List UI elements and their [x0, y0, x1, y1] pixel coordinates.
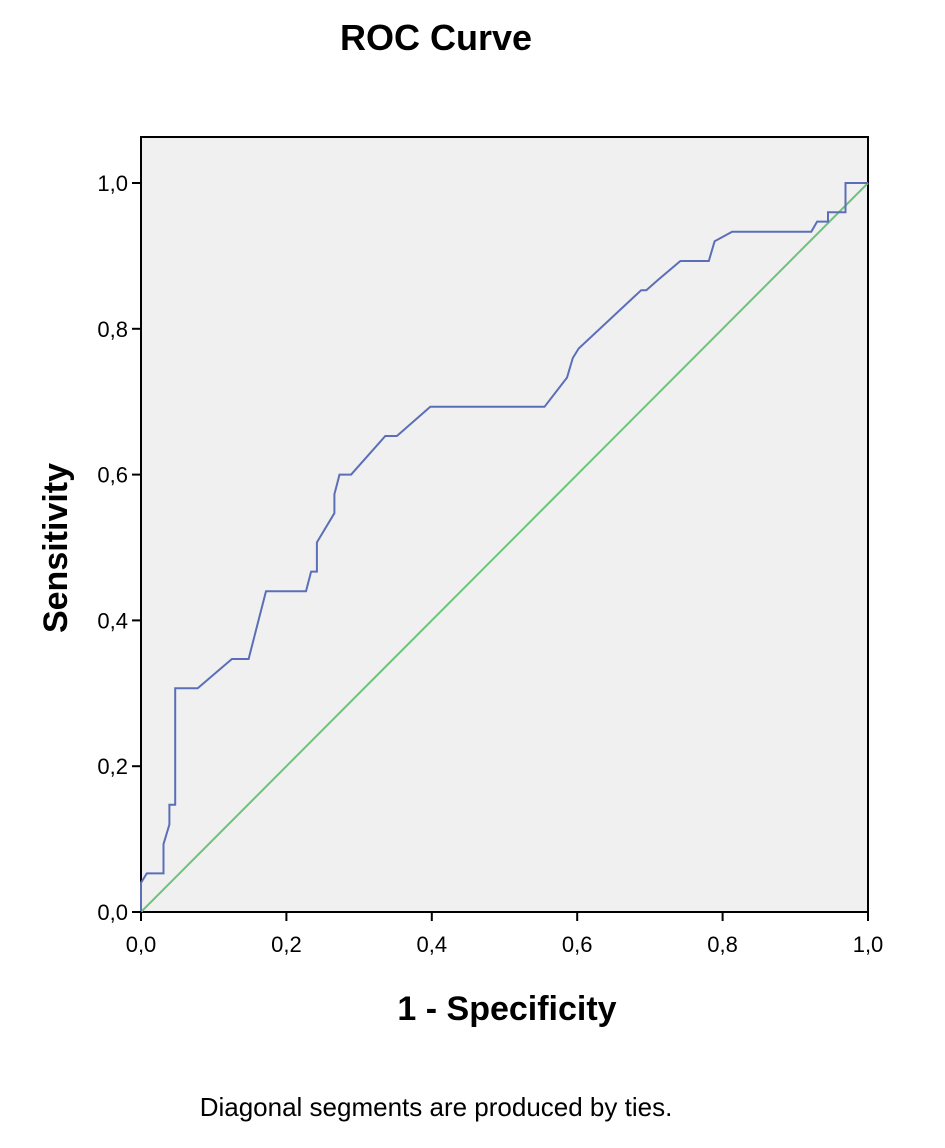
- x-tick-label: 0,4: [417, 932, 448, 957]
- x-tick-label: 0,6: [562, 932, 593, 957]
- chart-title: ROC Curve: [340, 17, 532, 58]
- y-axis-label: Sensitivity: [37, 463, 75, 633]
- x-tick-label: 1,0: [853, 932, 884, 957]
- x-tick-label: 0,0: [126, 932, 157, 957]
- y-tick-label: 1,0: [97, 171, 128, 196]
- y-tick-label: 0,0: [97, 900, 128, 925]
- x-tick-label: 0,8: [707, 932, 738, 957]
- y-tick-label: 0,6: [97, 463, 128, 488]
- y-tick-label: 0,8: [97, 317, 128, 342]
- x-tick-label: 0,2: [271, 932, 302, 957]
- x-axis-label: 1 - Specificity: [397, 990, 616, 1028]
- y-tick-label: 0,4: [97, 608, 128, 633]
- footnote: Diagonal segments are produced by ties.: [200, 1092, 673, 1122]
- reference-diagonal-line: [140, 182, 869, 913]
- roc-curve-line: [140, 182, 868, 912]
- plot-area: [140, 136, 869, 913]
- y-tick-label: 0,2: [97, 754, 128, 779]
